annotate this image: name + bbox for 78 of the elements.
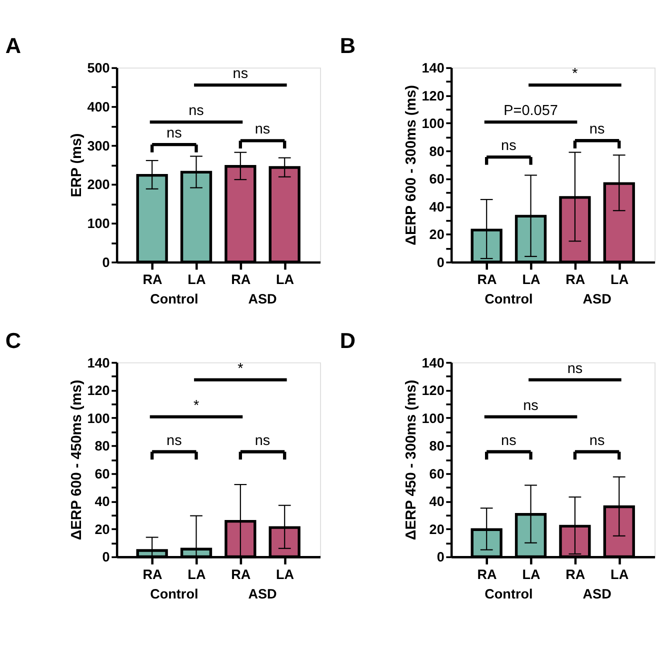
y-axis-title: ERP (ms) <box>68 133 85 198</box>
y-tick-label: 20 <box>429 522 444 537</box>
y-tick-label: 0 <box>436 550 444 565</box>
x-tick-label: RA <box>566 566 586 582</box>
y-tick-label: 80 <box>94 438 110 454</box>
annotation: ns <box>567 360 583 377</box>
x-tick-label: RA <box>477 272 498 288</box>
y-tick-label: 0 <box>436 254 444 270</box>
text: Control <box>150 586 198 602</box>
annotation: ns <box>523 398 538 414</box>
annotation: ns <box>501 432 516 449</box>
y-tick-label: 200 <box>87 177 110 192</box>
y-tick-label: 100 <box>422 410 444 426</box>
y-tick-label: 500 <box>87 60 110 76</box>
x-tick-label: LA <box>610 566 629 582</box>
annotation: ns <box>501 138 516 154</box>
y-axis-title: ΔERP 450 - 300ms (ms) <box>403 380 420 540</box>
text: ASD <box>248 586 278 602</box>
y-tick-label: 60 <box>429 172 444 187</box>
y-axis-title: ΔERP 600 - 450ms (ms) <box>68 380 85 540</box>
x-tick-label: LA <box>522 566 540 582</box>
annotation: ns <box>254 432 270 449</box>
y-tick-label: 80 <box>429 438 444 454</box>
y-tick-label: 60 <box>429 466 444 482</box>
y-tick-label: 0 <box>102 550 110 565</box>
text: ASD <box>248 292 278 307</box>
annotation: ns <box>188 103 204 120</box>
x-tick-label: LA <box>276 272 294 288</box>
text: ASD <box>582 586 612 602</box>
annotation: P=0.057 <box>504 103 558 120</box>
y-tick-label: 80 <box>429 144 444 159</box>
annotation: ns <box>589 432 605 449</box>
x-tick-label: LA <box>276 566 294 582</box>
y-tick-label: 40 <box>429 199 444 214</box>
annotation: * <box>572 66 578 82</box>
y-tick-label: 40 <box>94 494 110 510</box>
y-tick-label: 40 <box>429 494 444 510</box>
y-tick-label: 100 <box>422 116 444 132</box>
y-tick-label: 100 <box>87 216 110 232</box>
y-tick-label: 120 <box>422 88 444 104</box>
chart-title: C <box>5 328 22 353</box>
text: Control <box>484 292 533 307</box>
y-tick-label: 20 <box>94 522 110 537</box>
y-tick-label: 300 <box>87 138 110 154</box>
annotation: ns <box>232 66 248 82</box>
annotation: * <box>238 360 244 377</box>
text: Control <box>150 292 198 307</box>
annotation: ns <box>166 432 182 449</box>
y-tick-label: 100 <box>87 410 110 426</box>
y-tick-label: 140 <box>87 355 110 370</box>
text: Control <box>484 586 533 602</box>
text: ASD <box>582 292 612 307</box>
x-tick-label: LA <box>610 272 629 288</box>
y-tick-label: 120 <box>422 383 444 398</box>
x-tick-label: RA <box>142 566 163 582</box>
annotation: * <box>193 398 200 414</box>
y-tick-label: 20 <box>429 227 444 242</box>
chart-title: A <box>5 33 22 58</box>
annotation: ns <box>166 126 182 142</box>
x-tick-label: RA <box>566 272 586 288</box>
x-tick-label: RA <box>231 566 251 582</box>
y-axis-title: ΔERP 600 - 300ms (ms) <box>403 84 420 246</box>
x-tick-label: RA <box>477 566 498 582</box>
y-tick-label: 140 <box>422 60 444 76</box>
y-tick-label: 120 <box>87 383 110 398</box>
chart-title: D <box>340 328 356 353</box>
x-tick-label: LA <box>188 566 206 582</box>
y-tick-label: 140 <box>422 355 444 370</box>
y-tick-label: 60 <box>94 466 110 482</box>
x-tick-label: RA <box>231 272 251 288</box>
x-tick-label: LA <box>188 272 206 288</box>
annotation: ns <box>589 122 605 138</box>
x-tick-label: LA <box>522 272 540 288</box>
y-tick-label: 0 <box>102 254 110 270</box>
annotation: ns <box>254 122 270 138</box>
y-tick-label: 400 <box>87 99 110 114</box>
chart-title: B <box>340 33 356 58</box>
x-tick-label: RA <box>142 272 163 288</box>
